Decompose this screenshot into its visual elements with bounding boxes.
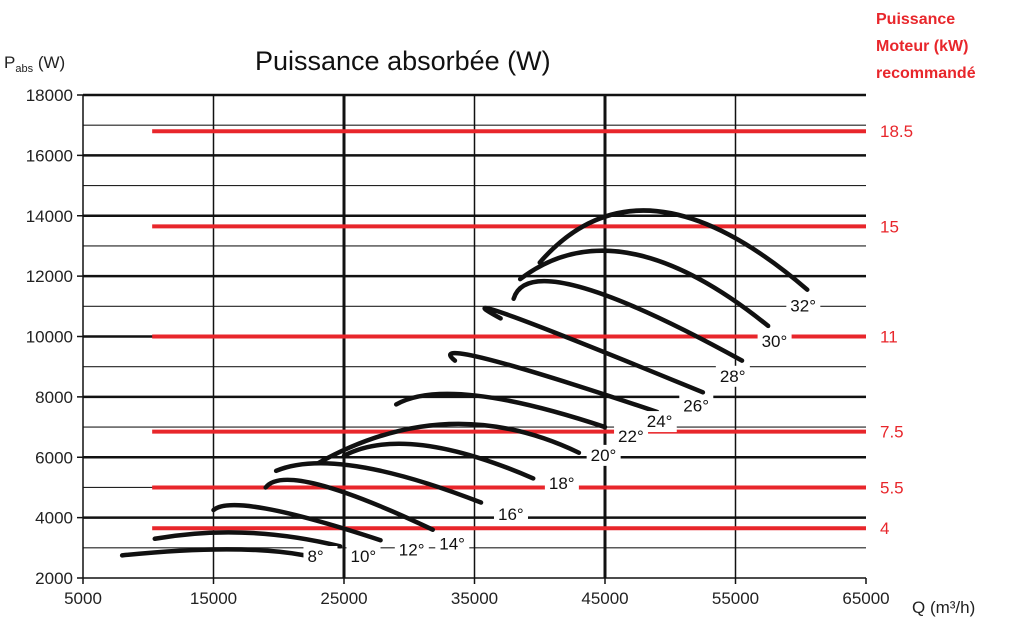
angle-label: 8°: [307, 547, 323, 566]
x-tick-label: 35000: [451, 589, 498, 608]
y-axis-label: Pabs (W): [4, 53, 65, 75]
curve-30deg: [517, 248, 771, 329]
curve-18deg: [341, 441, 536, 481]
angle-label-bg: [715, 365, 750, 387]
chart-title: Puissance absorbée (W): [255, 46, 551, 76]
x-tick-label: 15000: [190, 589, 237, 608]
motor-line-label: 18.5: [880, 122, 913, 141]
angle-label-bg: [757, 331, 792, 353]
motor-axis-title-3: recommandé: [876, 65, 976, 82]
angle-label: 26°: [683, 396, 709, 415]
angle-label: 24°: [647, 412, 673, 431]
angle-label-bg: [786, 295, 821, 317]
curve-10deg: [152, 530, 343, 549]
y-tick-label: 2000: [35, 569, 73, 588]
y-tick-label: 10000: [26, 328, 73, 347]
motor-line-label: 11: [880, 328, 898, 347]
curve-20deg: [315, 421, 582, 466]
curve-28deg: [511, 278, 745, 363]
angle-label: 22°: [618, 427, 644, 446]
angle-label-bg: [679, 395, 714, 417]
x-axis-label: Q (m³/h): [912, 598, 975, 617]
motor-axis-title-2: Moteur (kW): [876, 38, 968, 55]
y-axis-label-main: P: [4, 53, 15, 72]
y-tick-label: 4000: [35, 509, 73, 528]
angle-label: 12°: [399, 540, 425, 559]
y-tick-label: 18000: [26, 86, 73, 105]
y-tick-label: 6000: [35, 448, 73, 467]
axes: 2000 4000 6000 8000 10000 12000 14000 16000 1800…: [26, 86, 890, 608]
angle-label-bg: [586, 444, 621, 466]
angle-label: 18°: [549, 474, 575, 493]
motor-lines: 18.5 15 11 7.5 5.5 4: [152, 122, 913, 538]
motor-line-label: 4: [880, 519, 889, 538]
curve-14deg: [263, 477, 435, 532]
angle-label: 28°: [720, 367, 746, 386]
x-tick-label: 65000: [842, 589, 889, 608]
curves: [119, 208, 810, 558]
angle-label-bg: [614, 426, 649, 448]
angle-label: 16°: [498, 505, 524, 524]
angle-labels: 8° 10° 12° 14° 16° 18° 20°22°24° 26° 28° 30°32°: [303, 295, 821, 568]
angle-label-bg: [493, 504, 528, 526]
angle-label: 30°: [762, 332, 788, 351]
curve-16deg: [273, 461, 484, 505]
angle-label-bg: [642, 411, 677, 433]
angle-label-bg: [346, 546, 381, 568]
angle-label-bg: [303, 546, 338, 568]
curve-26deg: [482, 305, 706, 395]
curve-22deg: [393, 391, 608, 430]
y-axis-label-sub: abs: [15, 63, 33, 75]
y-tick-label: 16000: [26, 146, 73, 165]
curve-32deg: [537, 208, 810, 292]
y-axis-label-unit: (W): [33, 53, 65, 72]
angle-label-bg: [544, 472, 579, 494]
curve-8deg: [119, 547, 308, 558]
x-tick-label: 55000: [712, 589, 759, 608]
curve-12deg: [211, 502, 383, 543]
angle-label: 20°: [591, 446, 617, 465]
angle-label: 32°: [790, 297, 816, 316]
angle-label: 14°: [439, 535, 465, 554]
x-tick-label: 5000: [64, 589, 102, 608]
x-tick-label: 45000: [581, 589, 628, 608]
curve-24deg: [448, 350, 660, 415]
motor-axis-title-1: Puissance: [876, 11, 955, 28]
motor-line-label: 5.5: [880, 478, 904, 497]
angle-label-bg: [435, 533, 470, 555]
y-tick-label: 8000: [35, 388, 73, 407]
angle-label: 10°: [351, 547, 377, 566]
motor-line-label: 15: [880, 217, 899, 236]
angle-label-bg: [394, 539, 429, 561]
y-tick-label: 12000: [26, 267, 73, 286]
y-tick-label: 14000: [26, 207, 73, 226]
x-tick-label: 25000: [320, 589, 367, 608]
motor-line-label: 7.5: [880, 423, 904, 442]
